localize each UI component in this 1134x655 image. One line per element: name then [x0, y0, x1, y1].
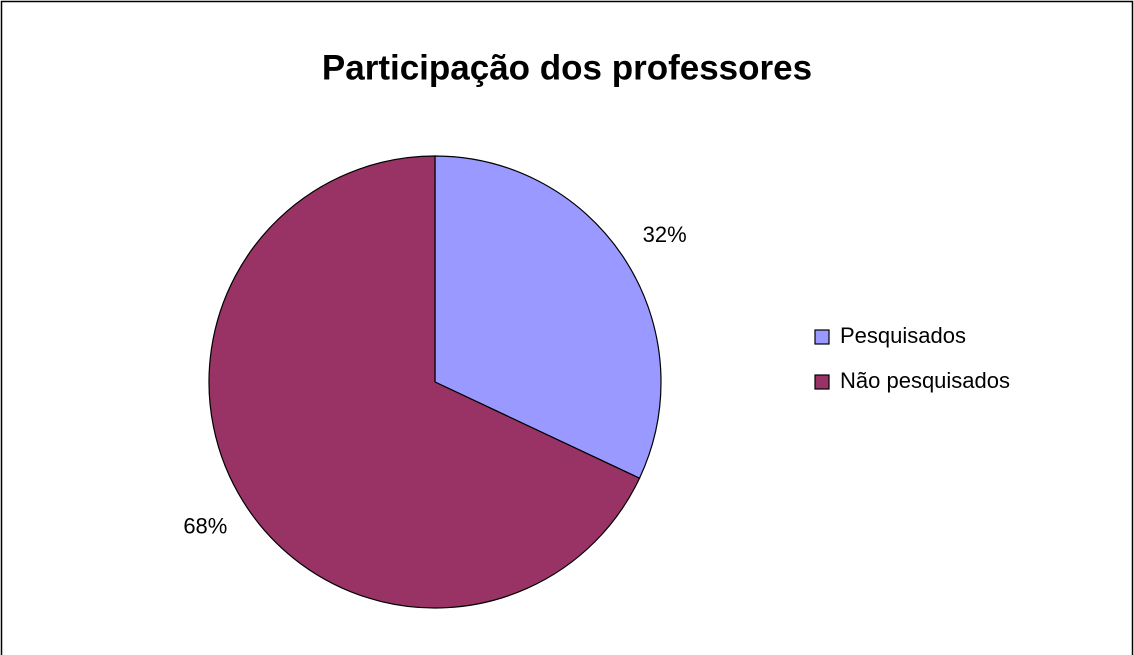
legend-label: Não pesquisados [840, 368, 1010, 393]
legend-swatch [814, 374, 830, 390]
legend-label: Pesquisados [840, 323, 966, 348]
data-label: 32% [643, 222, 687, 247]
chart-title: Participação dos professores [322, 48, 812, 87]
pie-slice [434, 155, 662, 480]
legend-swatch [814, 329, 830, 345]
pie-slice [208, 155, 641, 609]
data-label: 68% [183, 514, 227, 539]
